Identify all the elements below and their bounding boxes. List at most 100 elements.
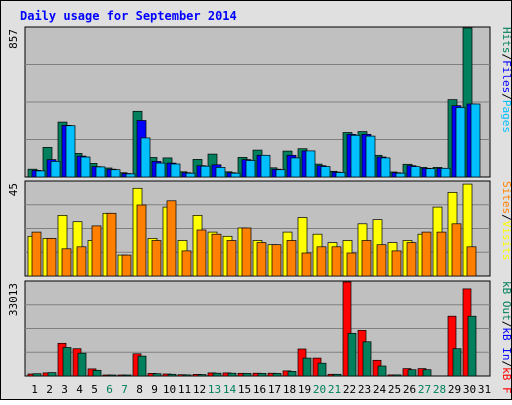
day-label-30: 30 (463, 383, 476, 396)
bar-kb-in-day-4 (77, 352, 87, 377)
bar-pages-day-22 (350, 134, 361, 178)
day-label-5: 5 (91, 383, 98, 396)
bar-sites-day-12 (196, 229, 207, 277)
day-label-27: 27 (418, 383, 431, 396)
bar-pages-day-17 (275, 169, 286, 178)
bar-pages-day-14 (230, 172, 241, 178)
bar-sites-day-8 (136, 204, 147, 277)
bar-sites-day-24 (376, 244, 387, 277)
bar-pages-day-3 (65, 125, 76, 178)
legend-separator: / (500, 361, 512, 368)
bar-sites-day-5 (91, 225, 102, 277)
bar-pages-day-23 (365, 135, 376, 178)
bar-pages-day-13 (215, 167, 226, 178)
bar-sites-day-28 (436, 231, 447, 277)
bar-kb-in-day-27 (422, 369, 432, 377)
legend-separator: / (500, 214, 512, 221)
day-label-28: 28 (433, 383, 446, 396)
bar-sites-day-10 (166, 200, 177, 277)
bar-kb-in-day-26 (407, 369, 417, 377)
bar-sites-day-30 (466, 246, 477, 277)
legend-top: Hits/Files/Pages (500, 27, 512, 133)
day-label-21: 21 (328, 383, 341, 396)
bar-sites-day-29 (451, 223, 462, 277)
bar-pages-day-4 (80, 156, 91, 178)
bar-kb-in-day-17 (272, 373, 282, 377)
day-label-8: 8 (136, 383, 143, 396)
bar-pages-day-30 (470, 103, 481, 178)
legend-item: kB F (500, 367, 512, 394)
bar-kb-in-day-22 (347, 332, 357, 377)
bar-sites-day-4 (76, 246, 87, 277)
bar-pages-day-18 (290, 157, 301, 178)
bar-pages-day-26 (410, 166, 421, 178)
legend-separator: / (500, 93, 512, 100)
day-label-6: 6 (106, 383, 113, 396)
day-label-1: 1 (31, 383, 38, 396)
legend-item: kB Out (500, 281, 512, 321)
bar-kb-in-day-14 (227, 372, 237, 377)
legend-item: kB In (500, 327, 512, 360)
bar-kb-in-day-5 (92, 369, 102, 377)
chart-title: Daily usage for September 2014 (20, 9, 237, 23)
bar-sites-day-11 (181, 250, 192, 277)
day-label-22: 22 (343, 383, 356, 396)
bar-sites-day-15 (241, 227, 252, 277)
day-label-18: 18 (283, 383, 296, 396)
bar-kb-in-day-20 (317, 362, 327, 377)
bar-pages-day-5 (95, 166, 106, 178)
bar-kb-in-day-9 (152, 373, 162, 377)
bar-sites-day-20 (316, 246, 327, 277)
bar-sites-day-3 (61, 248, 72, 277)
bar-kb-in-day-24 (377, 365, 387, 377)
ymax-label-top: 857 (7, 29, 20, 49)
bar-sites-day-2 (46, 238, 57, 277)
day-label-19: 19 (298, 383, 311, 396)
bar-pages-day-10 (170, 163, 181, 178)
bar-pages-day-8 (140, 137, 151, 178)
day-label-17: 17 (268, 383, 281, 396)
ymax-label-bottom: 33013 (7, 283, 20, 316)
legend-item: Pages (500, 100, 512, 133)
bar-pages-day-29 (455, 107, 466, 178)
bar-pages-day-24 (380, 157, 391, 178)
day-label-11: 11 (178, 383, 191, 396)
day-label-7: 7 (121, 383, 128, 396)
panel-middle: 45 Sites/Visits (7, 180, 512, 277)
bar-kb-out-day-29 (447, 315, 457, 377)
panel-bottom: 33013 kB Out/kB In/kB F (7, 280, 512, 394)
bar-sites-day-27 (421, 231, 432, 277)
legend-item: Sites (500, 181, 512, 214)
bar-kb-in-day-3 (62, 347, 72, 377)
legend-separator: / (500, 54, 512, 61)
legend-bottom: kB Out/kB In/kB F (500, 281, 512, 394)
bar-kb-in-day-23 (362, 341, 372, 377)
day-label-15: 15 (238, 383, 251, 396)
bar-kb-in-day-7 (122, 374, 132, 377)
bar-kb-in-day-25 (392, 374, 402, 377)
legend-separator: / (500, 321, 512, 328)
day-label-3: 3 (61, 383, 68, 396)
panel-top: 857 Hits/Files/Pages (7, 26, 512, 178)
bar-kb-in-day-18 (287, 371, 297, 377)
day-label-24: 24 (373, 383, 387, 396)
bar-sites-day-18 (286, 240, 297, 277)
bar-pages-day-16 (260, 154, 271, 178)
day-label-31: 31 (478, 383, 491, 396)
day-label-29: 29 (448, 383, 461, 396)
bar-sites-day-7 (121, 254, 132, 277)
bar-kb-in-day-30 (467, 315, 477, 377)
bar-kb-in-day-6 (107, 374, 117, 377)
bar-kb-in-day-16 (257, 373, 267, 377)
legend-item: Visits (500, 221, 512, 261)
bar-pages-day-19 (305, 150, 316, 178)
day-label-16: 16 (253, 383, 266, 396)
bar-pages-day-25 (395, 172, 406, 178)
day-label-2: 2 (46, 383, 53, 396)
bar-sites-day-19 (301, 252, 312, 277)
bar-pages-day-20 (320, 166, 331, 178)
bar-sites-day-23 (361, 240, 372, 277)
bar-pages-day-27 (425, 168, 436, 178)
